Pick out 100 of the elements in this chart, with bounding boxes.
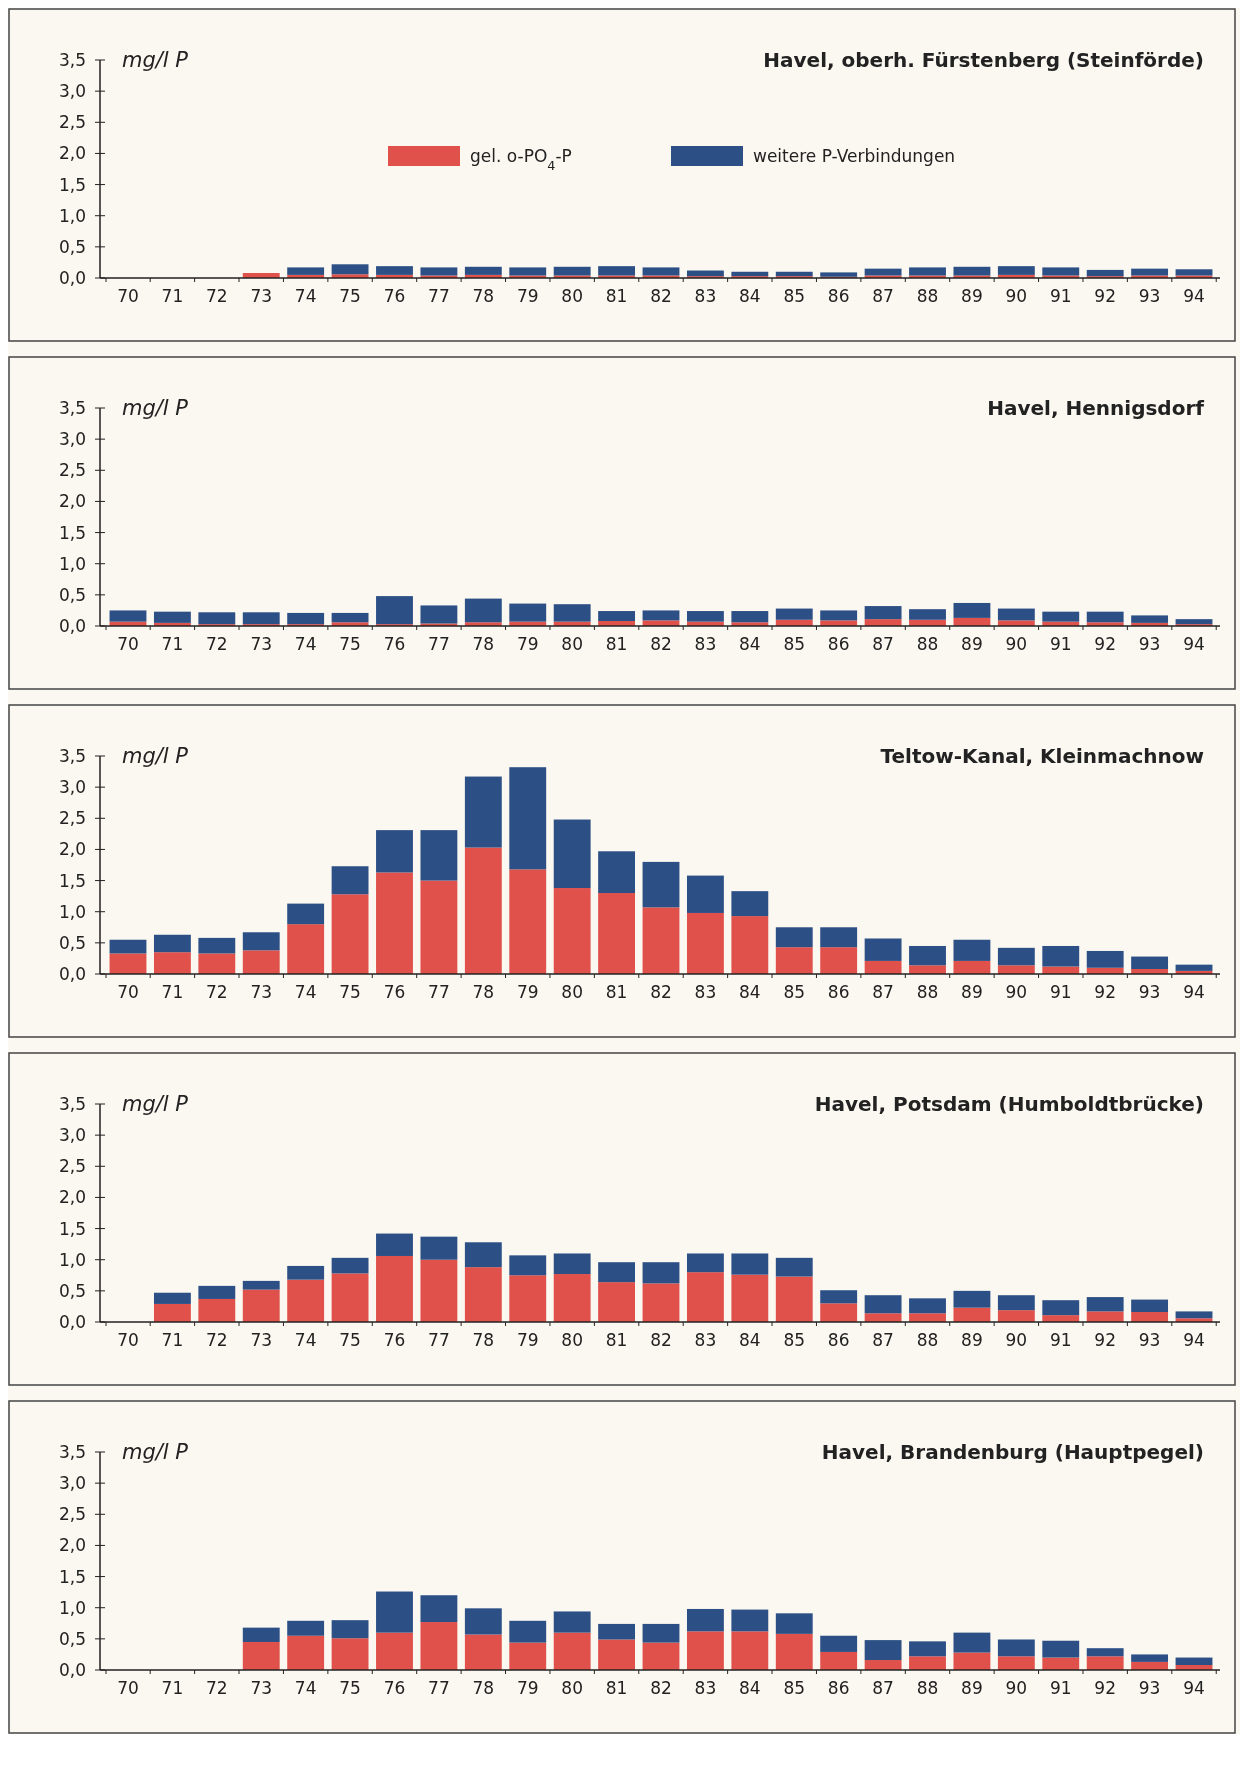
x-tick-label: 93 [1138,634,1161,654]
x-tick-label: 71 [161,982,184,1002]
x-tick-label: 81 [605,634,628,654]
x-tick-label: 88 [916,286,939,306]
x-tick-label: 73 [250,1330,273,1350]
x-tick-label: 81 [605,286,628,306]
x-tick-label: 77 [428,634,450,654]
x-tick-label: 90 [1005,1330,1028,1350]
y-tick-label: 0,0 [58,1312,86,1332]
x-tick-label: 75 [339,982,361,1002]
x-tick-label: 78 [472,634,495,654]
x-tick-label: 70 [117,634,139,654]
x-tick-label: 83 [694,286,717,306]
y-tick-label: 2,5 [58,808,86,829]
x-tick-label: 88 [916,1330,939,1350]
x-tick-label: 86 [827,1330,850,1350]
y-tick-label: 3,5 [58,1442,86,1462]
x-tick-label: 76 [383,634,406,654]
y-tick-label: 1,0 [58,1249,86,1270]
x-tick-label: 88 [916,982,939,1002]
chart-title: Havel, Potsdam (Humboldtbrücke) [814,1092,1204,1116]
x-tick-label: 82 [650,634,672,654]
x-tick-label: 71 [161,286,184,306]
y-tick-label: 2,0 [58,1187,86,1208]
y-tick-label: 0,5 [58,1280,86,1301]
chart-title: Havel, Hennigsdorf [987,396,1205,420]
y-tick-label: 3,0 [58,777,86,798]
y-tick-label: 2,0 [58,491,86,512]
x-tick-label: 88 [916,1678,939,1698]
x-tick-label: 83 [694,634,717,654]
x-tick-label: 85 [783,634,806,654]
x-tick-label: 93 [1138,1330,1161,1350]
x-tick-label: 87 [872,286,894,306]
y-tick-label: 1,0 [58,205,86,226]
x-tick-label: 92 [1094,286,1116,306]
x-tick-label: 92 [1094,982,1116,1002]
y-tick-label: 2,5 [58,1156,86,1177]
x-tick-label: 92 [1094,634,1116,654]
x-tick-label: 84 [739,634,761,654]
x-tick-label: 80 [561,1678,583,1698]
x-tick-label: 91 [1049,634,1072,654]
x-tick-label: 70 [117,286,139,306]
y-tick-label: 1,5 [58,1218,86,1239]
x-tick-label: 82 [650,286,672,306]
x-tick-label: 93 [1138,982,1161,1002]
x-tick-label: 91 [1049,1330,1072,1350]
x-tick-label: 85 [783,1678,806,1698]
x-tick-label: 89 [961,634,983,654]
x-tick-label: 83 [694,982,717,1002]
y-tick-label: 2,0 [58,839,86,860]
x-tick-label: 70 [117,1678,139,1698]
y-tick-label: 1,5 [58,522,86,543]
x-tick-label: 94 [1183,634,1205,654]
x-tick-label: 77 [428,1678,450,1698]
y-axis-title: mg/l P [122,1440,189,1464]
x-tick-label: 78 [472,286,495,306]
x-tick-label: 79 [516,982,539,1002]
x-tick-label: 73 [250,982,273,1002]
chart-title: Havel, Brandenburg (Hauptpegel) [821,1440,1204,1464]
x-tick-label: 94 [1183,1678,1205,1698]
x-tick-label: 87 [872,1678,894,1698]
y-tick-label: 0,0 [58,616,86,636]
x-tick-label: 86 [827,286,850,306]
y-tick-label: 3,5 [58,50,86,70]
y-tick-label: 3,0 [58,429,86,450]
y-tick-label: 2,0 [58,1535,86,1556]
x-tick-label: 94 [1183,982,1205,1002]
y-tick-label: 1,0 [58,553,86,574]
y-tick-label: 2,5 [58,460,86,481]
x-tick-label: 77 [428,286,450,306]
x-tick-label: 73 [250,286,273,306]
x-tick-label: 84 [739,286,761,306]
x-tick-label: 90 [1005,634,1028,654]
legend-label: weitere P-Verbindungen [753,146,956,166]
y-tick-label: 3,5 [58,746,86,766]
x-tick-label: 74 [294,1330,317,1350]
x-tick-label: 70 [117,1330,139,1350]
x-tick-label: 90 [1005,982,1028,1002]
x-tick-label: 74 [294,1678,317,1698]
y-tick-label: 0,5 [58,236,86,257]
x-tick-label: 75 [339,634,361,654]
x-tick-label: 72 [206,634,228,654]
y-tick-label: 1,5 [58,174,86,195]
x-tick-label: 73 [250,1678,273,1698]
y-tick-label: 1,0 [58,901,86,922]
x-tick-label: 86 [827,634,850,654]
x-tick-label: 85 [783,1330,806,1350]
x-tick-label: 70 [117,982,139,1002]
x-tick-label: 75 [339,1330,361,1350]
x-tick-label: 76 [383,982,406,1002]
y-axis-title: mg/l P [122,1092,189,1116]
x-tick-label: 74 [294,982,317,1002]
x-tick-label: 75 [339,286,361,306]
x-tick-label: 90 [1005,1678,1028,1698]
x-tick-label: 89 [961,286,983,306]
y-tick-label: 0,0 [58,268,86,288]
x-tick-label: 91 [1049,982,1072,1002]
x-tick-label: 80 [561,286,583,306]
x-tick-label: 71 [161,634,184,654]
x-tick-label: 87 [872,982,894,1002]
